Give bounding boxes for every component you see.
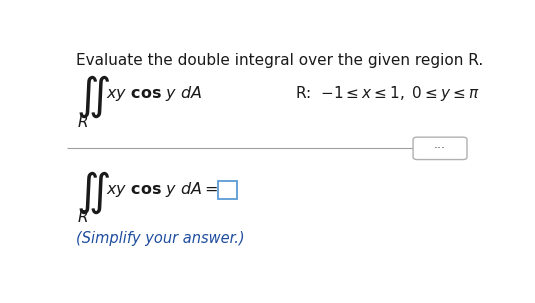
Text: $R$: $R$ — [77, 209, 88, 225]
FancyBboxPatch shape — [413, 137, 467, 160]
FancyBboxPatch shape — [218, 181, 237, 198]
Text: $\int\!\!\int$: $\int\!\!\int$ — [76, 74, 111, 120]
Text: ···: ··· — [434, 142, 446, 155]
Text: $R$: $R$ — [77, 114, 88, 129]
Text: (Simplify your answer.): (Simplify your answer.) — [76, 231, 244, 246]
Text: R:  $-1 \leq x \leq 1,\ 0 \leq y \leq \pi$: R: $-1 \leq x \leq 1,\ 0 \leq y \leq \pi… — [295, 84, 479, 103]
Text: Evaluate the double integral over the given region R.: Evaluate the double integral over the gi… — [76, 53, 483, 68]
Text: $xy\ \mathbf{cos}\ y\ dA$: $xy\ \mathbf{cos}\ y\ dA$ — [106, 84, 203, 103]
Text: $xy\ \mathbf{cos}\ y\ dA =$: $xy\ \mathbf{cos}\ y\ dA =$ — [106, 180, 219, 199]
Text: $\int\!\!\int$: $\int\!\!\int$ — [76, 169, 111, 216]
